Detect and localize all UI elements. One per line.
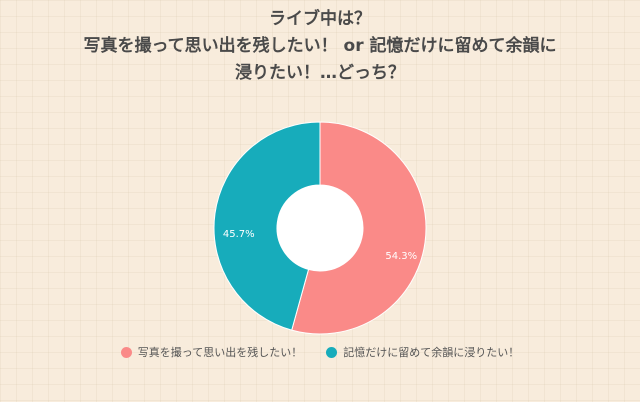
- title-line-3: 浸りたい！…どっち？: [235, 63, 405, 83]
- title-line-2: 写真を撮って思い出を残したい！ or 記憶だけに留めて余韻に: [83, 36, 557, 56]
- legend-item-memory[interactable]: 記憶だけに留めて余韻に浸りたい！: [326, 344, 519, 360]
- slice-label-photo: 54.3%: [385, 251, 417, 262]
- slice-label-memory: 45.7%: [223, 229, 255, 240]
- legend-label-memory: 記憶だけに留めて余韻に浸りたい！: [343, 346, 520, 359]
- donut-hole: [277, 185, 363, 271]
- legend: 写真を撮って思い出を残したい！ 記憶だけに留めて余韻に浸りたい！: [0, 344, 640, 360]
- legend-swatch-memory: [326, 346, 338, 358]
- legend-label-photo: 写真を撮って思い出を残したい！: [137, 346, 303, 359]
- legend-item-photo[interactable]: 写真を撮って思い出を残したい！: [120, 344, 303, 360]
- title-line-1: ライブ中は？: [269, 9, 371, 29]
- legend-swatch-photo: [120, 346, 132, 358]
- chart-title: ライブ中は？ 写真を撮って思い出を残したい！ or 記憶だけに留めて余韻に 浸り…: [0, 6, 640, 87]
